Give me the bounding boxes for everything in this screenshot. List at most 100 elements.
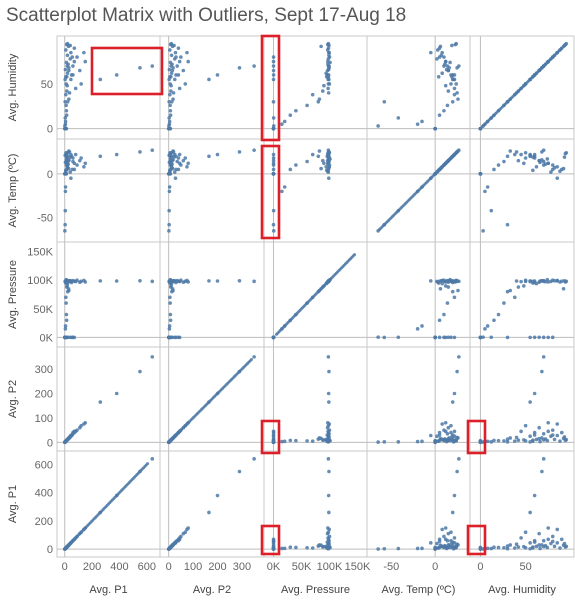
data-point (455, 469, 459, 474)
data-point (71, 73, 75, 77)
data-point (505, 440, 510, 444)
data-point (328, 60, 332, 65)
data-point (310, 546, 315, 550)
data-point (449, 430, 453, 435)
data-point (114, 391, 119, 396)
data-point (64, 74, 68, 79)
data-point (327, 400, 331, 404)
data-point (68, 435, 73, 439)
data-point (168, 92, 172, 97)
data-point (288, 438, 293, 443)
data-point (177, 86, 182, 91)
data-point (68, 43, 73, 48)
data-point (516, 158, 521, 163)
data-point (327, 82, 332, 86)
data-point (167, 229, 171, 233)
data-point (252, 148, 256, 152)
data-point (555, 433, 560, 438)
data-point (519, 86, 523, 91)
data-point (396, 335, 401, 340)
data-point (546, 429, 551, 434)
data-point (537, 436, 541, 441)
data-point (489, 546, 494, 551)
data-point (65, 163, 69, 167)
data-point (428, 433, 433, 438)
data-point (552, 544, 557, 549)
data-point (138, 66, 142, 70)
data-point (65, 83, 69, 88)
data-point (452, 391, 457, 396)
data-point (437, 545, 442, 549)
data-point (177, 335, 182, 340)
outlier-highlight-box (260, 524, 281, 556)
data-point (64, 285, 69, 289)
data-point (555, 50, 560, 55)
data-point (63, 116, 68, 120)
data-point (420, 439, 424, 444)
data-point (446, 68, 451, 73)
data-point (181, 158, 186, 163)
data-point (173, 176, 178, 181)
data-point (316, 289, 321, 294)
data-point (167, 185, 172, 189)
data-point (537, 543, 541, 547)
data-point (376, 124, 380, 128)
data-point (177, 429, 182, 434)
data-point (550, 433, 555, 437)
data-point (282, 439, 287, 444)
data-point (82, 50, 86, 55)
data-point (271, 59, 276, 64)
data-point (288, 545, 293, 549)
data-point (171, 91, 176, 95)
cell-frame (366, 241, 471, 348)
data-point (280, 189, 284, 194)
x-tick-label: 0K (267, 561, 281, 573)
data-point (435, 541, 439, 546)
data-point (516, 438, 521, 442)
outlier-highlight-box (260, 34, 281, 142)
data-point (271, 172, 276, 176)
data-point (489, 116, 494, 120)
data-point (528, 335, 532, 340)
data-point (456, 97, 460, 101)
data-point (546, 526, 551, 530)
data-point (452, 92, 457, 97)
data-point (376, 229, 380, 233)
data-point (455, 91, 459, 95)
data-point (522, 544, 526, 549)
data-point (442, 534, 446, 539)
data-point (478, 335, 483, 340)
data-point (280, 439, 284, 444)
data-point (215, 493, 220, 498)
data-point (167, 100, 171, 104)
data-point (64, 89, 69, 93)
data-point (64, 159, 68, 164)
data-point (564, 437, 569, 442)
y-tick-label: 100K (27, 275, 53, 287)
data-point (63, 67, 68, 72)
y-tick-label: -50 (37, 213, 53, 225)
data-point (537, 68, 541, 73)
cell-pressure-vs-humidity (469, 241, 575, 348)
data-point (327, 155, 331, 159)
data-point (168, 113, 173, 118)
data-point (437, 55, 442, 59)
data-point (70, 167, 75, 172)
y-axis-label: Avg. P2 (7, 380, 19, 418)
data-point (207, 279, 211, 283)
data-point (168, 103, 172, 108)
data-point (492, 167, 496, 172)
data-point (440, 281, 444, 286)
data-point (443, 537, 448, 542)
data-point (71, 156, 75, 160)
data-point (454, 41, 459, 46)
data-point (65, 289, 70, 294)
data-point (271, 55, 276, 59)
data-point (327, 469, 331, 474)
data-point (65, 41, 70, 46)
data-point (181, 531, 186, 536)
x-axis-label: Avg. P1 (89, 584, 127, 596)
data-point (67, 158, 71, 163)
cell-pressure-vs-temp (366, 241, 471, 348)
data-point (502, 545, 506, 550)
